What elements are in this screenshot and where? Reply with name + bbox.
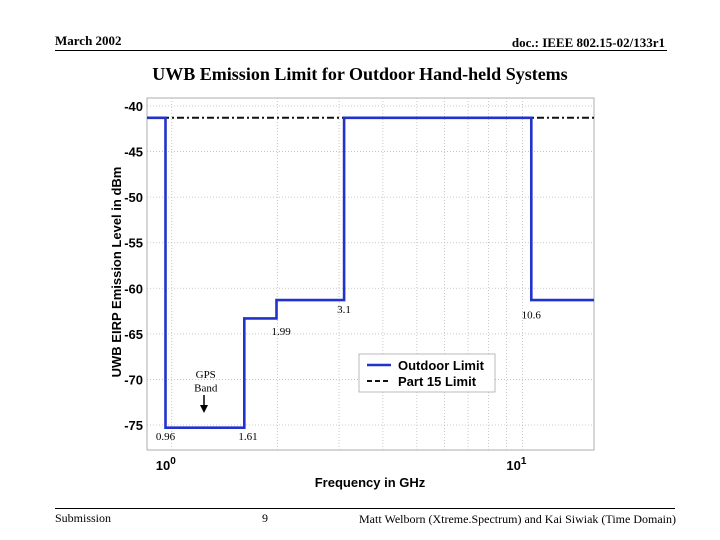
x-tick-label: 100	[156, 456, 176, 473]
y-axis-label: UWB EIRP Emission Level in dBm	[109, 167, 124, 378]
header-date: March 2002	[55, 33, 122, 48]
header-divider	[55, 50, 667, 51]
footer-divider	[55, 508, 675, 509]
y-tick-label: -65	[124, 327, 143, 342]
y-tick-label: -50	[124, 190, 143, 205]
footer-authors: Matt Welborn (Xtreme.Spectrum) and Kai S…	[359, 512, 676, 526]
x-tick-label: 101	[506, 456, 526, 473]
annotation-label: 1.99	[271, 326, 291, 338]
x-axis-label: Frequency in GHz	[315, 475, 426, 490]
legend-box	[358, 353, 496, 393]
y-tick-label: -75	[124, 418, 143, 433]
annotations: 3.1 10.6 1.99 0.96 1.61 GPS Band	[156, 304, 542, 443]
annotation-label: 0.96	[156, 431, 176, 443]
page-number: 9	[262, 511, 268, 525]
annotation-label: Band	[194, 383, 218, 395]
y-tick-label: -45	[124, 145, 143, 160]
y-tick-label: -55	[124, 236, 143, 251]
x-axis-ticks: 100 101	[156, 456, 527, 473]
plot-area	[146, 97, 595, 451]
annotation-label: 10.6	[522, 310, 542, 322]
y-axis-ticks: -40 -45 -50 -55 -60 -65 -70 -75	[124, 99, 143, 433]
legend-label-outdoor: Outdoor Limit	[398, 358, 485, 373]
header-doc-id: doc.: IEEE 802.15-02/133r1	[511, 35, 665, 50]
series-outdoor-limit	[147, 116, 594, 430]
y-tick-label: -60	[124, 281, 143, 296]
y-tick-label: -40	[124, 99, 143, 114]
annotation-label: 3.1	[337, 304, 351, 316]
footer-submission: Submission	[55, 511, 112, 525]
legend: Outdoor Limit Part 15 Limit	[358, 353, 496, 393]
annotation-label: 1.61	[238, 431, 257, 443]
y-tick-label: -70	[124, 372, 143, 387]
gridlines	[147, 98, 594, 450]
legend-label-part15: Part 15 Limit	[398, 374, 477, 389]
slide-title: UWB Emission Limit for Outdoor Hand-held…	[152, 64, 568, 84]
series-layer	[147, 116, 594, 430]
annotation-label: GPS	[196, 369, 216, 381]
